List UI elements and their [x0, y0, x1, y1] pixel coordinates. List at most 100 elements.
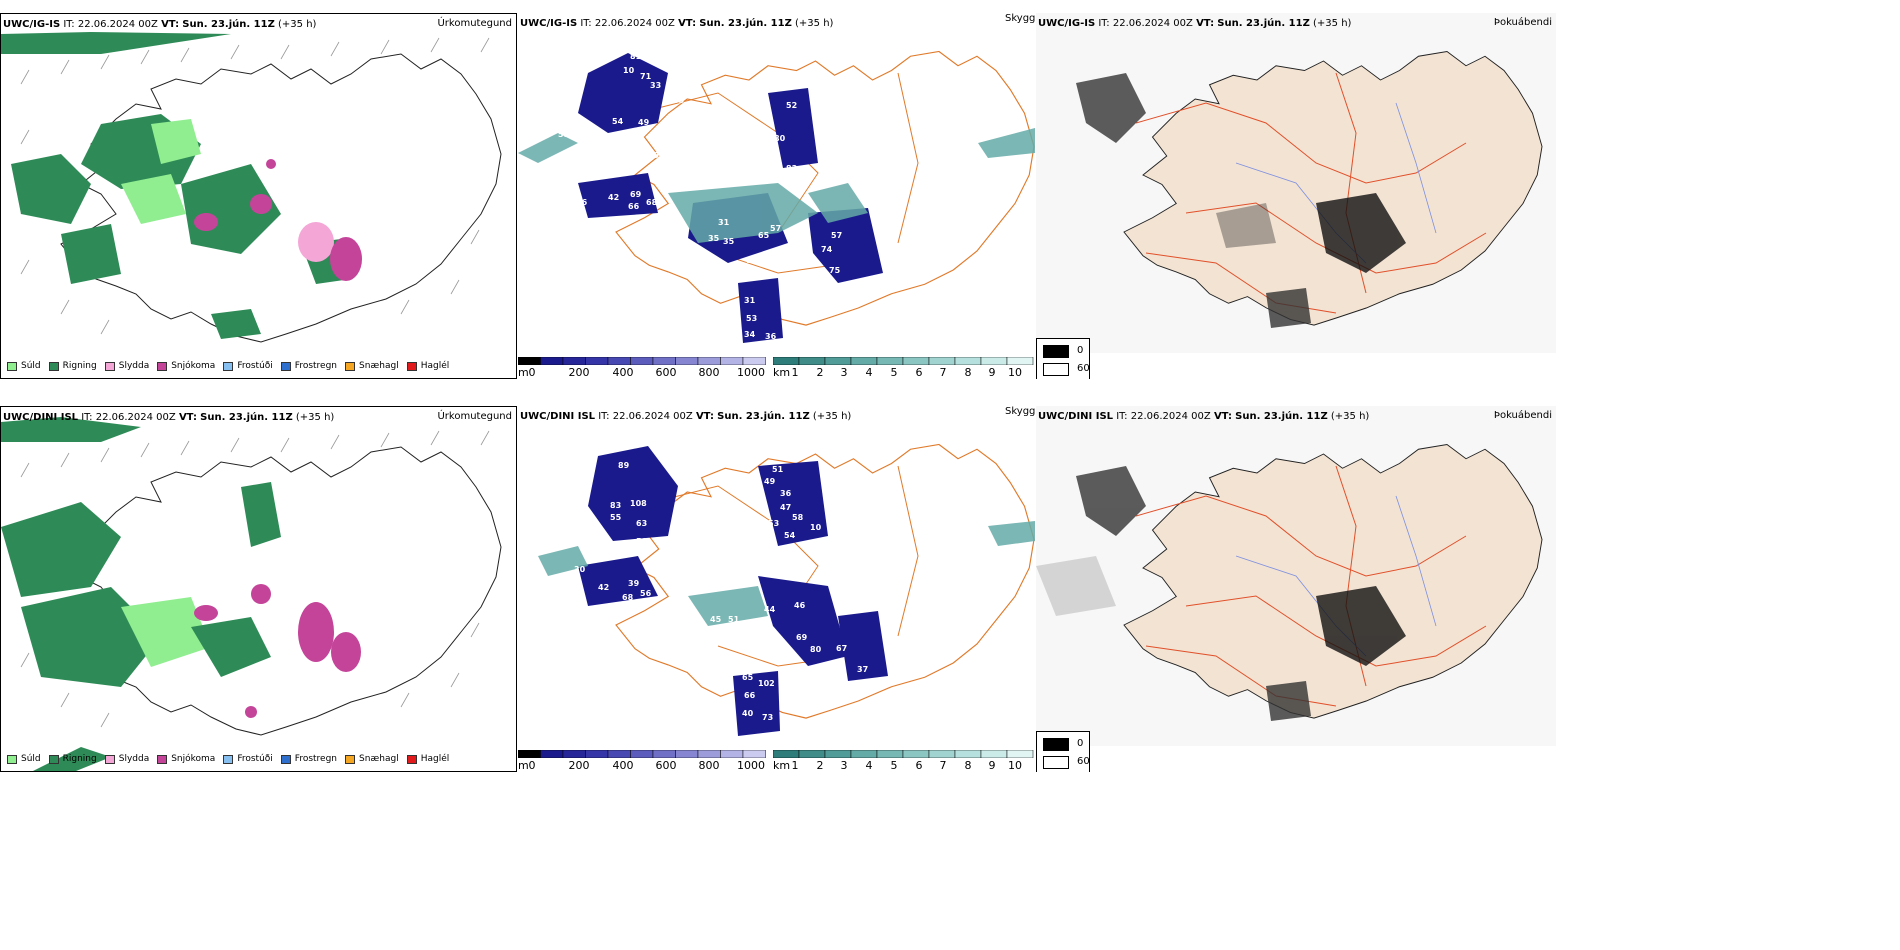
- precip-legend-top: Súld Rigning Slydda Snjókoma Frostúði Fr…: [7, 361, 449, 371]
- ceiling-tick: 800: [698, 366, 720, 379]
- fog-header-top: UWC/IG-IS IT: 22.06.2024 00Z VT: Sun. 23…: [1038, 18, 1352, 29]
- ceiling-label: 58: [792, 513, 804, 522]
- ceiling-label: 177: [746, 256, 763, 265]
- vis-colorbar-segment: [1006, 357, 1034, 365]
- ceiling-label: 36: [765, 332, 777, 341]
- precip-panel-top: UWC/IG-IS IT: 22.06.2024 00Z VT: Sun. 23…: [0, 13, 517, 379]
- ceiling-colorbar-segment: [585, 357, 609, 365]
- ceiling-colorbar-segment: [652, 357, 676, 365]
- legend-item-rigning: Rigning: [48, 361, 97, 371]
- fog-map-top: [1036, 13, 1556, 353]
- vis-tick: 6: [915, 366, 923, 379]
- vis-colorbar-segment: [798, 357, 826, 365]
- ceiling-label: 50: [636, 537, 648, 546]
- ceiling-label: 49: [638, 118, 650, 127]
- ceiling-colorbar-segment: [697, 357, 721, 365]
- ceiling-label: 39: [628, 579, 640, 588]
- legend-item-frostudi: Frostúði: [223, 754, 273, 764]
- ceiling-label: 68: [622, 593, 634, 602]
- vis-tick: 7: [939, 366, 947, 379]
- vis-tick: 9: [988, 759, 996, 772]
- ceiling-label: 73: [762, 713, 773, 722]
- ceiling-label: 51: [772, 465, 784, 474]
- ceiling-label: 69: [648, 151, 660, 160]
- vis-tick: 10: [1008, 759, 1022, 772]
- vis-tick: 7: [939, 759, 947, 772]
- legend-item-frostudi: Frostúði: [223, 361, 273, 371]
- ceiling-label: 46: [794, 601, 806, 610]
- ceiling-label: 89: [618, 461, 630, 470]
- cloud-header-bottom: UWC/DINI ISL IT: 22.06.2024 00Z VT: Sun.…: [520, 411, 852, 422]
- ceiling-label: 51: [728, 615, 740, 624]
- ceiling-label: 102: [758, 679, 775, 688]
- vis-tick: 3: [840, 366, 848, 379]
- vis-colorbar-segment: [902, 750, 930, 758]
- precip-header-bottom: UWC/DINI ISL IT: 22.06.2024 00Z VT: Sun.…: [3, 412, 335, 423]
- ceiling-label: 45: [710, 615, 722, 624]
- cloud-panel-bottom: 89 83 108 55 63 50 45 30 42 39 68 56 45 …: [518, 406, 1035, 772]
- vis-unit-top: km: [773, 366, 791, 379]
- rain-areas: [1, 32, 351, 339]
- snow-areas: [194, 584, 361, 718]
- ceiling-label: 35: [708, 234, 720, 243]
- vis-tick: 2: [816, 366, 824, 379]
- vis-colorbar-segment: [850, 357, 878, 365]
- vis-colorbar-segment: [902, 357, 930, 365]
- ceiling-colorbar-segment: [562, 357, 586, 365]
- legend-item-slydda: Slydda: [104, 754, 149, 764]
- vis-tick: 6: [915, 759, 923, 772]
- ceiling-label: 10: [623, 66, 635, 75]
- rain-areas: [1, 417, 281, 771]
- ceiling-label: 36: [576, 198, 588, 207]
- ceiling-colorbar-segment: [675, 750, 699, 758]
- vis-areas: [518, 128, 1035, 243]
- ceiling-label: 69: [630, 190, 642, 199]
- fog-legend-top: 0 60: [1036, 338, 1090, 379]
- vis-tick: 10: [1008, 366, 1022, 379]
- ceiling-tick: 400: [612, 366, 634, 379]
- vis-tick: 5: [890, 366, 898, 379]
- vis-colorbar-segment: [773, 750, 800, 758]
- ceiling-tick: 600: [655, 366, 677, 379]
- ceiling-unit-top: m: [518, 366, 529, 379]
- ceiling-label: 83: [786, 164, 797, 173]
- ceiling-tick: 1000: [737, 759, 765, 772]
- vis-colorbar-bottom: [773, 750, 1034, 758]
- legend-item-snaehagl: Snæhagl: [345, 361, 399, 371]
- vis-colorbar-segment: [876, 750, 904, 758]
- ceiling-colorbar-segment: [607, 750, 631, 758]
- cloud-panel-top: 81 10 71 33 54 49 33 59 71 69 49 36 42 6…: [518, 13, 1035, 379]
- ceiling-label: 66: [628, 202, 640, 211]
- legend-item-rigning: Rigning: [48, 754, 97, 764]
- vis-colorbar-segment: [980, 357, 1008, 365]
- vis-tick: 4: [865, 759, 873, 772]
- fog-dark-areas: [1036, 466, 1406, 721]
- ceiling-label: 65: [742, 673, 754, 682]
- vis-colorbar-segment: [824, 750, 852, 758]
- vis-tick: 8: [964, 759, 972, 772]
- vis-colorbar-segment: [876, 357, 904, 365]
- fog-panel-top: UWC/IG-IS IT: 22.06.2024 00Z VT: Sun. 23…: [1036, 13, 1556, 379]
- ceiling-label: 69: [796, 633, 808, 642]
- fog-header-bottom: UWC/DINI ISL IT: 22.06.2024 00Z VT: Sun.…: [1038, 411, 1370, 422]
- ceiling-tick: 400: [612, 759, 634, 772]
- ceiling-tick: 1000: [737, 366, 765, 379]
- ceiling-tick: 600: [655, 759, 677, 772]
- vis-tick: 2: [816, 759, 824, 772]
- ceiling-label: 65: [758, 231, 770, 240]
- ceiling-label: 36: [857, 278, 869, 287]
- ceiling-labels: 81 10 71 33 54 49 33 59 71 69 49 36 42 6…: [558, 52, 869, 341]
- ceiling-tick: 200: [568, 759, 590, 772]
- ceiling-colorbar-segment: [742, 357, 766, 365]
- fog-title-bottom: Þokuábendi: [1493, 410, 1552, 421]
- legend-item-frostregn: Frostregn: [280, 754, 337, 764]
- precip-title-top: Úrkomutegund: [437, 18, 512, 29]
- ceiling-label: 49: [623, 162, 635, 171]
- ceiling-label: 80: [810, 645, 822, 654]
- ceiling-label: 83: [610, 501, 621, 510]
- ceiling-label: 49: [764, 477, 776, 486]
- ceiling-label: 53: [768, 519, 779, 528]
- legend-item-slydda: Slydda: [104, 361, 149, 371]
- legend-item-haglel: Haglél: [406, 361, 449, 371]
- vis-tick: 4: [865, 366, 873, 379]
